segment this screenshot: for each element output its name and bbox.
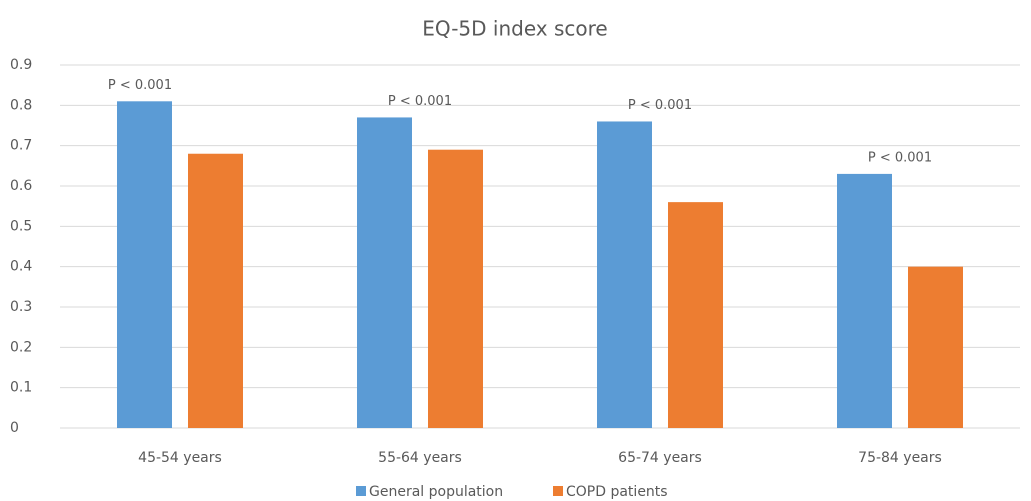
y-tick-label: 0.9 bbox=[10, 57, 32, 73]
bar bbox=[188, 153, 243, 428]
bar bbox=[837, 173, 892, 428]
chart-title: EQ-5D index score bbox=[422, 17, 607, 41]
legend-swatch bbox=[553, 486, 563, 496]
annotation: P < 0.001 bbox=[388, 94, 452, 109]
annotation: P < 0.001 bbox=[868, 150, 932, 165]
x-tick-label: 65-74 years bbox=[618, 450, 702, 466]
annotation: P < 0.001 bbox=[108, 78, 172, 93]
y-tick-label: 0.8 bbox=[10, 97, 32, 113]
bar bbox=[117, 101, 172, 429]
y-tick-label: 0 bbox=[10, 420, 19, 436]
bar bbox=[428, 149, 483, 428]
bar bbox=[908, 266, 963, 428]
y-tick-label: 0.1 bbox=[10, 380, 32, 396]
y-tick-label: 0.4 bbox=[10, 259, 32, 275]
legend-label: COPD patients bbox=[566, 484, 668, 500]
x-tick-label: 45-54 years bbox=[138, 450, 222, 466]
y-tick-label: 0.3 bbox=[10, 299, 32, 315]
bar bbox=[357, 117, 412, 428]
x-tick-label: 75-84 years bbox=[858, 450, 942, 466]
annotation: P < 0.001 bbox=[628, 98, 692, 113]
bar bbox=[597, 121, 652, 428]
y-tick-label: 0.7 bbox=[10, 138, 32, 154]
y-tick-label: 0.2 bbox=[10, 339, 32, 355]
legend-swatch bbox=[356, 486, 366, 496]
x-tick-label: 55-64 years bbox=[378, 450, 462, 466]
y-tick-label: 0.6 bbox=[10, 178, 32, 194]
legend-label: General population bbox=[369, 484, 503, 500]
y-tick-label: 0.5 bbox=[10, 218, 32, 234]
bar bbox=[668, 202, 723, 428]
